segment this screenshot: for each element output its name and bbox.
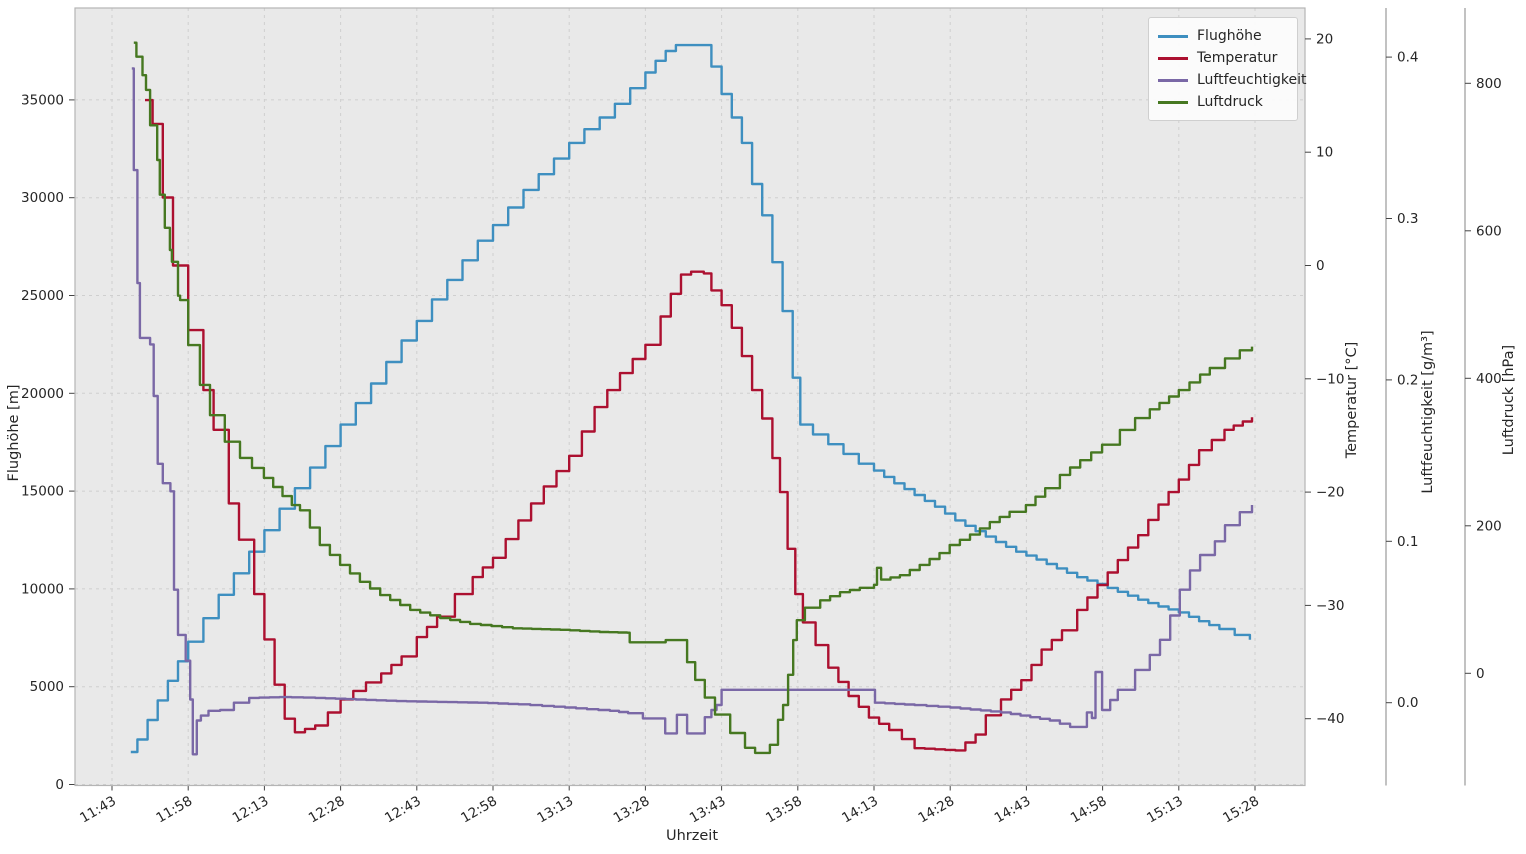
legend-label: Temperatur (1197, 50, 1278, 66)
plot-area (75, 8, 1305, 786)
y-tick-label-temp: 20 (1316, 31, 1333, 47)
y-axis-label-temperatur: Temperatur [°C] (1344, 341, 1360, 459)
y-axis-label-luftfeuchtigkeit: Luftfeuchtigkeit [g/m³] (1420, 330, 1436, 494)
legend-item-luftdruck: Luftdruck (1158, 91, 1287, 113)
x-tick-label: 15:13 (1144, 793, 1186, 826)
x-tick-label: 14:58 (1068, 793, 1110, 826)
x-tick-label: 13:28 (611, 793, 653, 826)
x-tick-label: 14:28 (916, 793, 958, 826)
y-tick-label-pres: 0 (1476, 666, 1485, 682)
y-tick-label-hum: 0.3 (1397, 211, 1418, 227)
legend: Flughöhe Temperatur Luftfeuchtigkeit Luf… (1148, 17, 1306, 121)
x-tick-label: 13:58 (763, 793, 805, 826)
y-tick-label-pres: 400 (1476, 371, 1502, 387)
x-tick-label: 11:43 (77, 793, 119, 826)
x-tick-label: 12:28 (306, 793, 348, 826)
legend-swatch-luftdruck (1158, 100, 1188, 104)
y-tick-label-temp: 10 (1316, 145, 1333, 161)
x-tick-label: 12:13 (230, 793, 272, 826)
y-tick-label-temp: −10 (1316, 371, 1345, 387)
y-tick-label-pres: 600 (1476, 223, 1502, 239)
legend-swatch-temperatur (1158, 56, 1188, 60)
series-luftdruck (133, 41, 1254, 755)
legend-item-temperatur: Temperatur (1158, 47, 1287, 69)
series-temperatur (145, 98, 1254, 752)
plot-frame (74, 7, 1306, 787)
y-tick-label-alt: 25000 (21, 288, 64, 304)
x-tick-label: 12:43 (382, 793, 424, 826)
x-tick-label: 13:13 (535, 793, 577, 826)
x-tick-label: 14:43 (992, 793, 1034, 826)
legend-label: Luftfeuchtigkeit (1197, 72, 1307, 88)
x-tick-label: 15:28 (1220, 793, 1262, 826)
y-tick-label-alt: 0 (55, 777, 64, 793)
y-tick-label-hum: 0.2 (1397, 372, 1418, 388)
y-tick-label-alt: 15000 (21, 484, 64, 500)
y-tick-label-temp: −40 (1316, 711, 1345, 727)
y-tick-label-temp: −30 (1316, 598, 1345, 614)
y-tick-label-temp: 0 (1316, 258, 1325, 274)
x-tick-label: 12:58 (458, 793, 500, 826)
legend-item-luftfeuchtigkeit: Luftfeuchtigkeit (1158, 69, 1306, 91)
y-tick-label-hum: 0.1 (1397, 534, 1418, 550)
legend-label: Flughöhe (1197, 28, 1262, 44)
legend-label: Luftdruck (1197, 94, 1263, 110)
x-tick-label: 14:13 (839, 793, 881, 826)
x-tick-label: 13:43 (687, 793, 729, 826)
series-flughoehe (130, 43, 1252, 754)
y-tick-label-alt: 20000 (21, 386, 64, 402)
y-tick-label-pres: 200 (1476, 518, 1502, 534)
series-luftfeuchtigkeit (131, 67, 1254, 756)
y-axis-label-flughoehe: Flughöhe [m] (6, 384, 22, 482)
x-tick-label: 11:58 (154, 793, 196, 826)
legend-item-flughoehe: Flughöhe (1158, 25, 1287, 47)
y-tick-label-alt: 10000 (21, 581, 64, 597)
legend-swatch-flughoehe (1158, 34, 1188, 38)
y-tick-label-alt: 30000 (21, 190, 64, 206)
y-tick-label-temp: −20 (1316, 485, 1345, 501)
x-axis-label-uhrzeit: Uhrzeit (665, 828, 719, 844)
y-axis-label-luftdruck: Luftdruck [hPa] (1501, 344, 1517, 456)
legend-swatch-luftfeuchtigkeit (1158, 78, 1188, 82)
y-tick-label-hum: 0.0 (1397, 695, 1418, 711)
y-tick-label-alt: 35000 (21, 92, 64, 108)
y-tick-label-pres: 800 (1476, 76, 1502, 92)
y-tick-label-alt: 5000 (30, 679, 64, 695)
y-tick-label-hum: 0.4 (1397, 50, 1418, 66)
